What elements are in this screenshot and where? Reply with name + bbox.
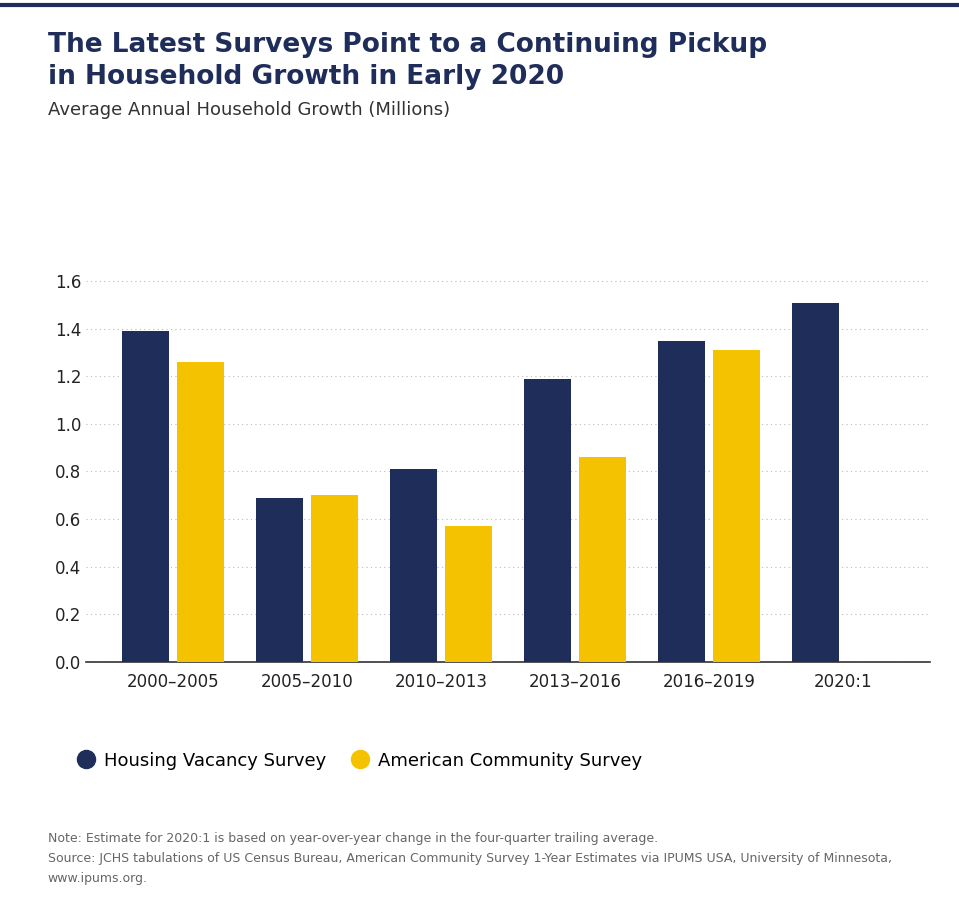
Text: www.ipums.org.: www.ipums.org. (48, 872, 148, 885)
Text: The Latest Surveys Point to a Continuing Pickup: The Latest Surveys Point to a Continuing… (48, 32, 767, 58)
Text: in Household Growth in Early 2020: in Household Growth in Early 2020 (48, 64, 564, 90)
Bar (658, 341, 705, 662)
Bar (445, 526, 492, 662)
Text: Source: JCHS tabulations of US Census Bureau, American Community Survey 1-Year E: Source: JCHS tabulations of US Census Bu… (48, 852, 892, 865)
Bar (713, 350, 760, 662)
Text: Average Annual Household Growth (Millions): Average Annual Household Growth (Million… (48, 101, 450, 119)
Bar (177, 362, 224, 662)
Bar (792, 302, 839, 662)
Bar (525, 379, 572, 662)
Bar (312, 495, 359, 662)
Text: Note: Estimate for 2020:1 is based on year-over-year change in the four-quarter : Note: Estimate for 2020:1 is based on ye… (48, 832, 658, 845)
Bar (390, 469, 437, 662)
Bar (579, 457, 626, 662)
Bar (256, 497, 303, 662)
Bar (123, 331, 170, 662)
Legend: Housing Vacancy Survey, American Community Survey: Housing Vacancy Survey, American Communi… (79, 752, 643, 769)
